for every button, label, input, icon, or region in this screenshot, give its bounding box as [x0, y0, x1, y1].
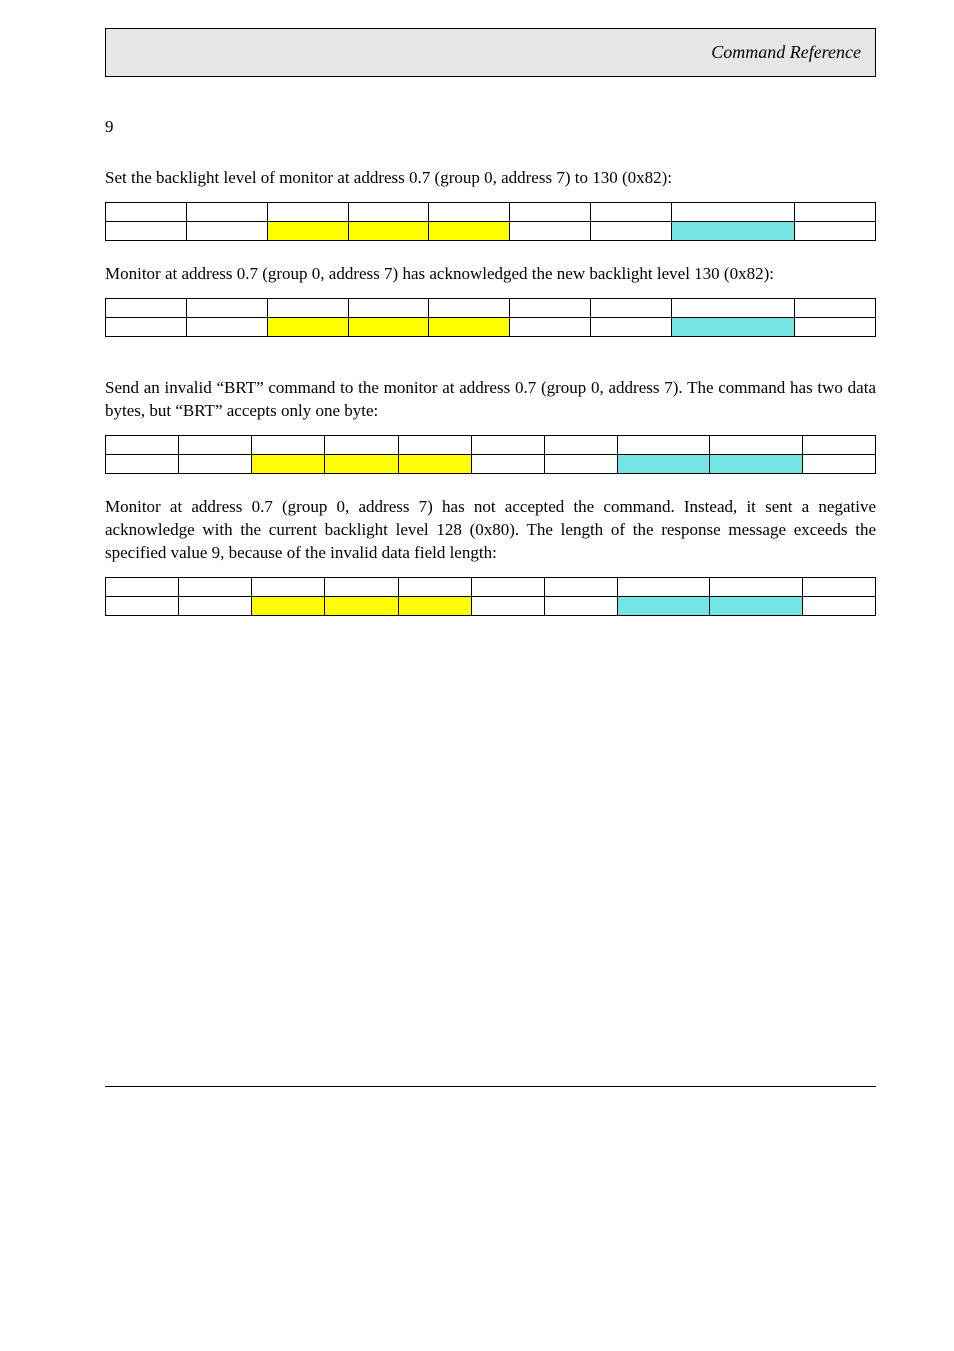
table-cell [325, 577, 398, 596]
table-cell [617, 596, 709, 615]
table-cell [267, 298, 348, 317]
table-cell [671, 298, 794, 317]
table-cell [802, 577, 875, 596]
table-row [106, 298, 876, 317]
table-cell [795, 317, 876, 336]
table-cell [348, 221, 429, 240]
table-cell [510, 221, 591, 240]
header-banner: Command Reference [105, 28, 876, 77]
table-cell [471, 596, 544, 615]
table-cell [267, 221, 348, 240]
table-cell [186, 221, 267, 240]
table-cell [398, 577, 471, 596]
table-3 [105, 435, 876, 474]
table-cell [471, 577, 544, 596]
table-cell [617, 435, 709, 454]
table-cell [591, 298, 672, 317]
table-cell [802, 596, 875, 615]
table-cell [186, 317, 267, 336]
table-cell [325, 596, 398, 615]
table-cell [671, 317, 794, 336]
page-number: 9 [105, 117, 876, 137]
table-row [106, 454, 876, 473]
table-cell [544, 435, 617, 454]
table-cell [348, 202, 429, 221]
table-cell [179, 596, 252, 615]
table-cell [106, 577, 179, 596]
table-cell [671, 202, 794, 221]
page-container: Command Reference 9 Set the backlight le… [0, 0, 954, 1135]
table-cell [471, 435, 544, 454]
table-cell [471, 454, 544, 473]
table-cell [429, 202, 510, 221]
table-cell [325, 435, 398, 454]
paragraph-2: Monitor at address 0.7 (group 0, address… [105, 263, 876, 286]
table-cell [179, 577, 252, 596]
table-cell [325, 454, 398, 473]
table-4 [105, 577, 876, 616]
table-cell [348, 317, 429, 336]
table-cell [429, 317, 510, 336]
paragraph-3: Send an invalid “BRT” command to the mon… [105, 377, 876, 423]
table-cell [252, 435, 325, 454]
table-cell [591, 221, 672, 240]
table-cell [802, 435, 875, 454]
paragraph-1: Set the backlight level of monitor at ad… [105, 167, 876, 190]
table-cell [671, 221, 794, 240]
table-cell [544, 596, 617, 615]
paragraph-4: Monitor at address 0.7 (group 0, address… [105, 496, 876, 565]
table-row [106, 577, 876, 596]
header-title: Command Reference [711, 42, 861, 63]
table-cell [348, 298, 429, 317]
table-cell [429, 298, 510, 317]
table-cell [398, 435, 471, 454]
table-cell [106, 221, 187, 240]
table-cell [710, 454, 802, 473]
table-row [106, 221, 876, 240]
table-row [106, 596, 876, 615]
table-cell [710, 435, 802, 454]
table-cell [267, 202, 348, 221]
table-row [106, 317, 876, 336]
table-cell [710, 596, 802, 615]
table-cell [510, 317, 591, 336]
table-row [106, 202, 876, 221]
table-cell [510, 298, 591, 317]
table-cell [544, 454, 617, 473]
table-cell [398, 454, 471, 473]
table-cell [186, 202, 267, 221]
table-cell [802, 454, 875, 473]
table-cell [106, 454, 179, 473]
table-cell [617, 454, 709, 473]
table-cell [252, 596, 325, 615]
table-cell [179, 435, 252, 454]
table-cell [186, 298, 267, 317]
table-cell [106, 435, 179, 454]
table-cell [179, 454, 252, 473]
table-cell [591, 317, 672, 336]
table-cell [106, 317, 187, 336]
table-cell [710, 577, 802, 596]
table-cell [398, 596, 471, 615]
table-cell [795, 298, 876, 317]
table-cell [510, 202, 591, 221]
table-cell [795, 202, 876, 221]
table-cell [429, 221, 510, 240]
table-1 [105, 202, 876, 241]
table-cell [617, 577, 709, 596]
table-cell [544, 577, 617, 596]
table-cell [106, 298, 187, 317]
table-cell [591, 202, 672, 221]
table-cell [106, 202, 187, 221]
footer-rule [105, 1086, 876, 1087]
table-cell [795, 221, 876, 240]
table-cell [267, 317, 348, 336]
table-cell [252, 577, 325, 596]
table-2 [105, 298, 876, 337]
table-cell [252, 454, 325, 473]
table-cell [106, 596, 179, 615]
table-row [106, 435, 876, 454]
